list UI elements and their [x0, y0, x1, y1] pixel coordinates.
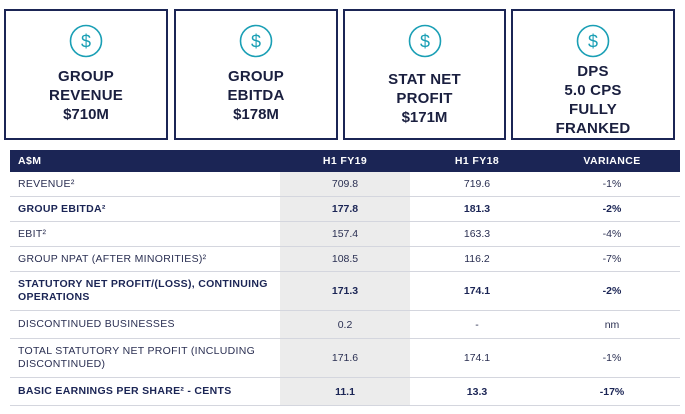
row-label: REVENUE²: [10, 172, 280, 197]
cell-h1-fy19: 171.3: [280, 271, 410, 311]
summary-card-ebitda: $ GROUP EBITDA $178M: [174, 9, 338, 140]
svg-text:$: $: [419, 32, 429, 52]
row-label: BASIC EARNINGS PER SHARE² - CENTS: [10, 377, 280, 406]
cell-h1-fy18: 163.3: [410, 221, 544, 247]
cell-variance: -1%: [544, 338, 680, 378]
column-header-h1-fy19: H1 FY19: [280, 150, 410, 172]
table-row: DISCONTINUED BUSINESSES 0.2 - nm: [10, 310, 680, 339]
table-row: EBIT² 157.4 163.3 -4%: [10, 221, 680, 247]
column-header-currency: A$M: [10, 150, 280, 172]
summary-card-dps: $ DPS 5.0 CPS FULLY FRANKED: [511, 9, 675, 140]
cell-variance: -1%: [544, 172, 680, 197]
cell-h1-fy18: 719.6: [410, 172, 544, 197]
cell-variance: nm: [544, 310, 680, 339]
cell-variance: -17%: [544, 377, 680, 406]
row-label: GROUP NPAT (AFTER MINORITIES)²: [10, 246, 280, 272]
card-value: $171M: [401, 109, 448, 126]
cell-h1-fy19: 709.8: [280, 172, 410, 197]
table-row: TOTAL STATUTORY NET PROFIT (INCLUDING DI…: [10, 338, 680, 378]
card-value: $710M: [63, 106, 109, 123]
dollar-circle-icon: $: [69, 24, 103, 58]
card-title: GROUP EBITDA: [227, 68, 285, 104]
table-row: GROUP NPAT (AFTER MINORITIES)² 108.5 116…: [10, 246, 680, 272]
dollar-circle-icon: $: [408, 24, 441, 58]
cell-h1-fy18: -: [410, 310, 544, 339]
table-row: BASIC EARNINGS PER SHARE² - CENTS 11.1 1…: [10, 377, 680, 406]
dollar-circle-icon: $: [239, 24, 273, 58]
table-row: STATUTORY NET PROFIT/(LOSS), CONTINUING …: [10, 271, 680, 311]
cell-h1-fy18: 174.1: [410, 338, 544, 378]
svg-text:$: $: [251, 32, 261, 52]
cell-h1-fy19: 11.1: [280, 377, 410, 406]
card-title: DPS 5.0 CPS FULLY FRANKED: [555, 63, 631, 137]
table-row: REVENUE² 709.8 719.6 -1%: [10, 172, 680, 197]
row-label: TOTAL STATUTORY NET PROFIT (INCLUDING DI…: [10, 338, 280, 378]
cell-h1-fy18: 174.1: [410, 271, 544, 311]
card-title: GROUP REVENUE: [49, 68, 123, 104]
table-header-row: A$M H1 FY19 H1 FY18 VARIANCE: [10, 150, 680, 172]
column-header-h1-fy18: H1 FY18: [410, 150, 544, 172]
cell-variance: -7%: [544, 246, 680, 272]
card-value: $178M: [233, 106, 279, 123]
svg-text:$: $: [588, 32, 598, 52]
row-label: EBIT²: [10, 221, 280, 247]
card-title: STAT NET PROFIT: [388, 71, 461, 107]
cell-h1-fy19: 0.2: [280, 310, 410, 339]
cell-h1-fy18: 181.3: [410, 196, 544, 222]
table-row: GROUP EBITDA² 177.8 181.3 -2%: [10, 196, 680, 222]
cell-h1-fy19: 177.8: [280, 196, 410, 222]
cell-h1-fy18: 13.3: [410, 377, 544, 406]
dollar-circle-icon: $: [576, 24, 610, 58]
summary-card-stat-net-profit: $ STAT NET PROFIT $171M: [343, 9, 506, 140]
row-label: DISCONTINUED BUSINESSES: [10, 310, 280, 339]
summary-card-revenue: $ GROUP REVENUE $710M: [4, 9, 168, 140]
cell-variance: -2%: [544, 271, 680, 311]
cell-h1-fy19: 171.6: [280, 338, 410, 378]
cell-variance: -2%: [544, 196, 680, 222]
row-label: STATUTORY NET PROFIT/(LOSS), CONTINUING …: [10, 271, 280, 311]
cell-h1-fy19: 108.5: [280, 246, 410, 272]
cell-h1-fy19: 157.4: [280, 221, 410, 247]
svg-text:$: $: [81, 32, 91, 52]
row-label: GROUP EBITDA²: [10, 196, 280, 222]
cell-variance: -4%: [544, 221, 680, 247]
financial-results-table: A$M H1 FY19 H1 FY18 VARIANCE REVENUE² 70…: [10, 150, 680, 406]
cell-h1-fy18: 116.2: [410, 246, 544, 272]
column-header-variance: VARIANCE: [544, 150, 680, 172]
